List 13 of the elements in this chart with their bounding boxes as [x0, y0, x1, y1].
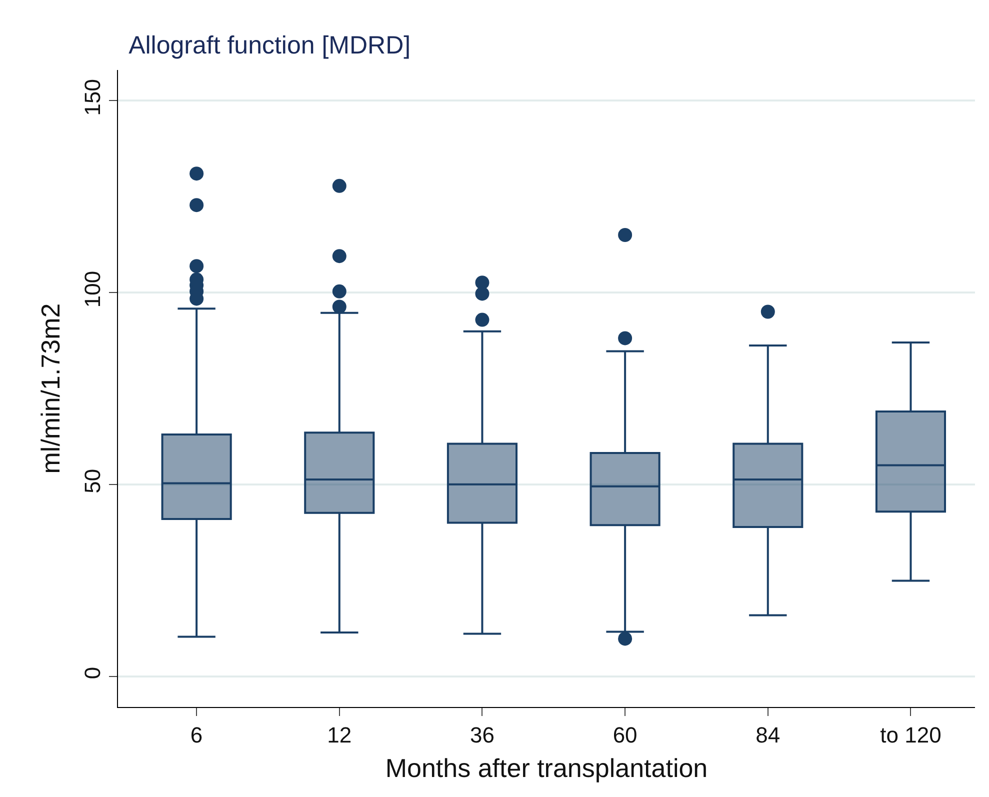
x-tick-label: 12 [327, 722, 352, 748]
chart-title: Allograft function [MDRD] [128, 31, 411, 60]
x-tick-label: 84 [756, 722, 780, 748]
x-tick-label: to 120 [880, 722, 942, 748]
y-tick-label: 100 [80, 270, 106, 308]
x-axis-title: Months after transplantation [385, 753, 708, 784]
y-tick-label: 150 [80, 79, 106, 116]
x-tick-label: 60 [612, 722, 638, 748]
x-tick-label: 36 [470, 722, 494, 748]
y-tick-label: 50 [80, 468, 106, 494]
y-axis-title: ml/min/1.73m2 [36, 303, 66, 474]
x-tick-label: 6 [190, 722, 203, 748]
y-tick-label: 0 [80, 666, 106, 680]
